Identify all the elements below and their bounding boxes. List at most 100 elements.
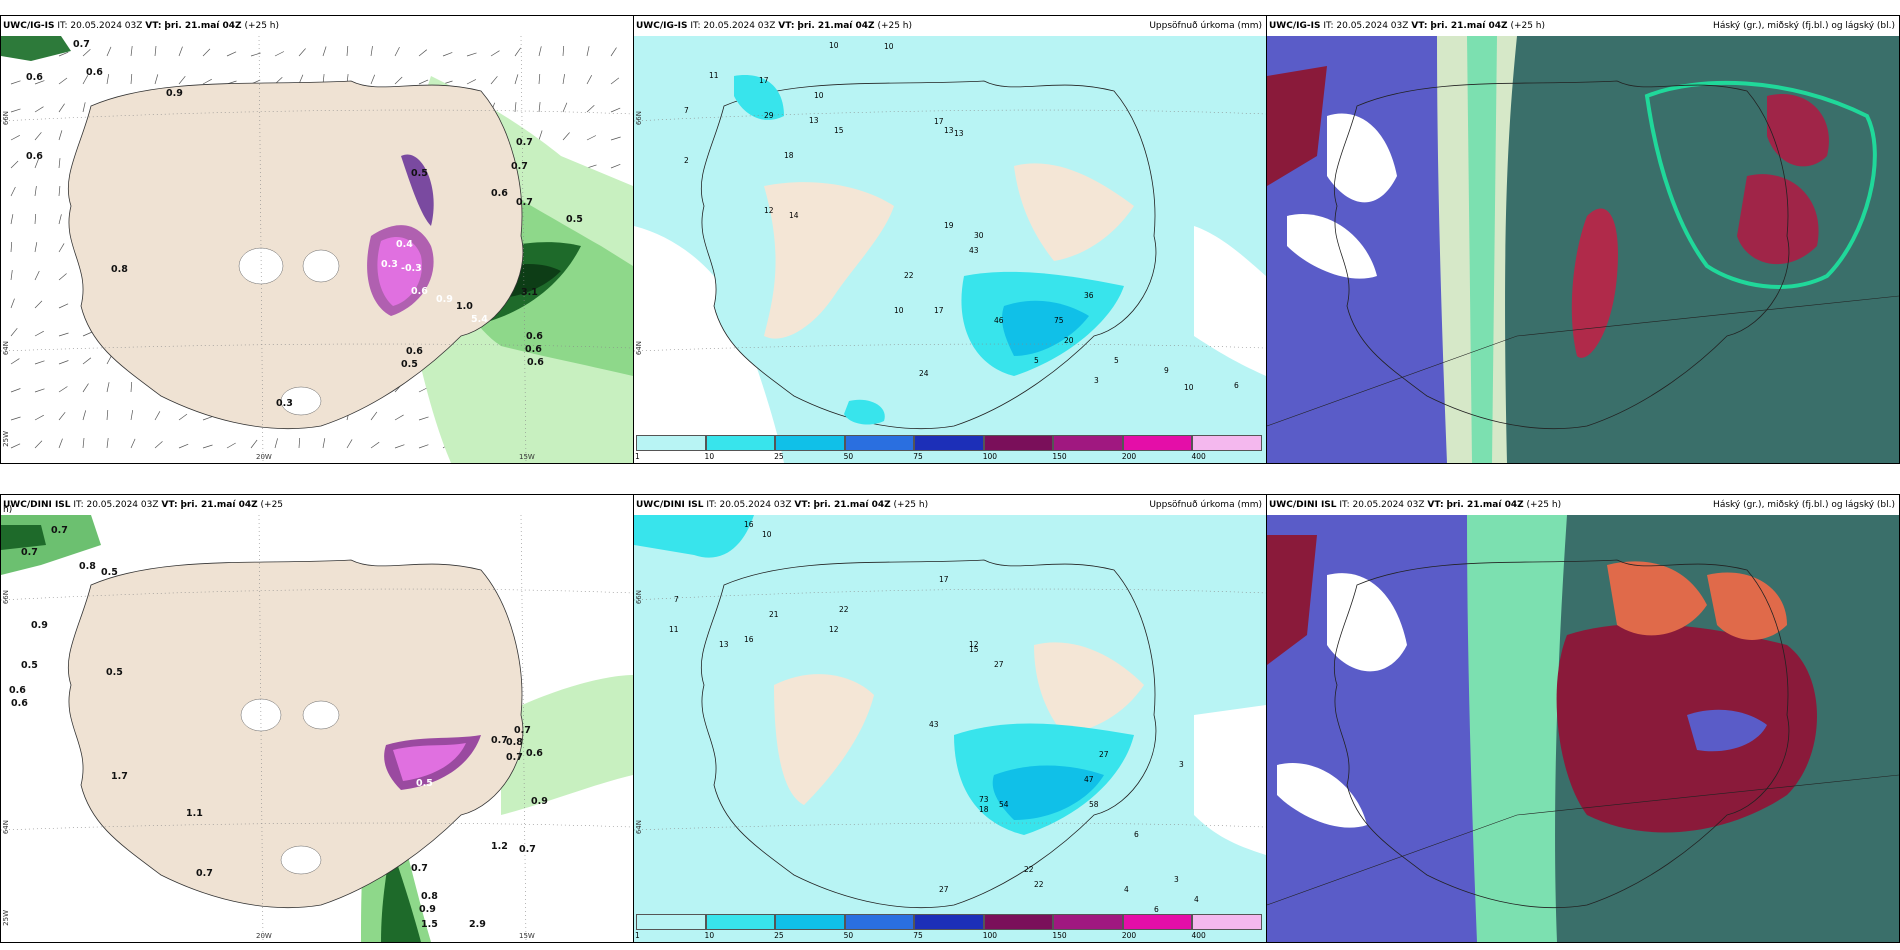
- init-time: 20.05.2024 03Z: [70, 21, 143, 31]
- field-value: 0.9: [436, 294, 453, 305]
- axis-lat-label: 64N: [2, 820, 10, 835]
- precip-value: 15: [969, 645, 979, 654]
- precip-value: 11: [709, 71, 719, 80]
- precip-value: 58: [1089, 800, 1099, 809]
- precip-value: 12: [969, 640, 979, 649]
- field-value: 0.8: [506, 737, 523, 748]
- it-label: IT:: [690, 21, 701, 31]
- precip-value: 10: [1184, 383, 1194, 392]
- vt-label: VT:: [1411, 21, 1428, 31]
- lead-time: (+25 h): [1510, 21, 1546, 31]
- field-value: 0.6: [526, 331, 543, 342]
- precip-map-top: [634, 36, 1266, 463]
- colorbar-swatch: [705, 435, 776, 451]
- axis-lat-label: 66N: [2, 111, 10, 126]
- panel-bottom-middle: UWC/DINI ISL IT: 20.05.2024 03Z VT: þri.…: [633, 494, 1267, 943]
- precip-value: 6: [1234, 381, 1239, 390]
- clear-sky: [1327, 573, 1407, 672]
- header-wrap: h): [3, 505, 13, 515]
- colorbar-swatch: [1053, 914, 1123, 930]
- precip-25: [1002, 300, 1089, 356]
- precip-value: 13: [954, 129, 964, 138]
- model-name: UWC/DINI ISL: [3, 500, 71, 510]
- cloud-contour: [1644, 80, 1877, 289]
- field-value: 0.7: [519, 844, 536, 855]
- it-label: IT:: [1323, 21, 1334, 31]
- dry-land: [1034, 642, 1144, 735]
- low-cloud-band: [1467, 515, 1567, 942]
- map-svg: [634, 515, 1266, 942]
- colorbar-tick: 1: [635, 931, 640, 940]
- colorbar-swatch: [844, 435, 915, 451]
- init-time: 20.05.2024 03Z: [86, 500, 159, 510]
- axis-lon-label: 20W: [256, 932, 272, 940]
- colorbar-tick: 75: [913, 931, 923, 940]
- field-value: 0.6: [9, 685, 26, 696]
- field-value: 0.9: [166, 88, 183, 99]
- model-name: UWC/DINI ISL: [1269, 500, 1337, 510]
- vt-label: VT:: [1427, 500, 1444, 510]
- precip-value: 27: [994, 660, 1004, 669]
- axis-lon-label: 20W: [256, 453, 272, 461]
- precip-25: [992, 765, 1104, 820]
- field-value: 0.5: [411, 168, 428, 179]
- vt-label: VT:: [161, 500, 178, 510]
- field-value: 0.6: [527, 357, 544, 368]
- it-label: IT:: [1339, 500, 1350, 510]
- precip-value: 29: [764, 111, 774, 120]
- high-cloud: [1767, 94, 1829, 167]
- field-value: 0.9: [531, 796, 548, 807]
- colorbar-tick: 25: [774, 931, 784, 940]
- high-cloud: [1267, 66, 1327, 186]
- precip-value: 10: [829, 41, 839, 50]
- field-value: 0.7: [516, 137, 533, 148]
- precip-value: 18: [979, 805, 989, 814]
- precip-value: 15: [834, 126, 844, 135]
- high-cloud-red: [1707, 572, 1787, 640]
- colorbar-tick: 400: [1191, 452, 1206, 461]
- colorbar-tick: 200: [1121, 452, 1137, 461]
- colorbar-swatch: [1192, 435, 1262, 451]
- field-value: 3.1: [521, 287, 538, 298]
- clear-sky: [1327, 113, 1397, 203]
- lead-time: (+25 h): [893, 500, 929, 510]
- precip-value: 13: [719, 640, 729, 649]
- precip-10: [844, 399, 885, 425]
- field-value: 0.9: [419, 904, 436, 915]
- precip-value: 47: [1084, 775, 1094, 784]
- precip-value: 5: [1034, 356, 1039, 365]
- panel-top-middle: UWC/IG-IS IT: 20.05.2024 03Z VT: þri. 21…: [633, 15, 1267, 464]
- colorbar-tick: 50: [843, 931, 854, 940]
- precip-value: 3: [1094, 376, 1099, 385]
- axis-lat-label: 64N: [635, 820, 643, 835]
- field-value: 1.0: [456, 301, 473, 312]
- precip-value: 17: [934, 117, 944, 126]
- dry-land: [1014, 163, 1134, 261]
- colorbar-tick: 200: [1121, 931, 1137, 940]
- precip-value: 24: [919, 369, 929, 378]
- precip-value: 2: [684, 156, 689, 165]
- precip-10: [734, 75, 784, 120]
- field-value: 0.7: [491, 735, 508, 746]
- init-time: 20.05.2024 03Z: [703, 21, 776, 31]
- precip-value: 6: [1154, 905, 1159, 914]
- panel-header: UWC/DINI ISL IT: 20.05.2024 03Z VT: þri.…: [1, 495, 633, 515]
- precip-value: 36: [1084, 291, 1094, 300]
- field-value: 0.9: [31, 620, 48, 631]
- precip-value: 12: [764, 206, 774, 215]
- high-cloud: [1267, 535, 1317, 665]
- precip-value: 54: [999, 800, 1009, 809]
- dry-land: [774, 674, 874, 805]
- precip-value: 43: [969, 246, 979, 255]
- precip-value: 27: [1099, 750, 1109, 759]
- colorbar-tick: 25: [774, 452, 784, 461]
- lead-time: (+25 h): [877, 21, 913, 31]
- field-value: 0.6: [525, 344, 542, 355]
- init-time: 20.05.2024 03Z: [1352, 500, 1425, 510]
- precip-value: 12: [829, 625, 839, 634]
- precip-value: 4: [1124, 885, 1129, 894]
- model-name: UWC/IG-IS: [3, 21, 55, 31]
- precip-value: 27: [939, 885, 949, 894]
- valid-time: þri. 21.maí 04Z: [1430, 21, 1508, 31]
- high-cloud-red: [1607, 561, 1707, 636]
